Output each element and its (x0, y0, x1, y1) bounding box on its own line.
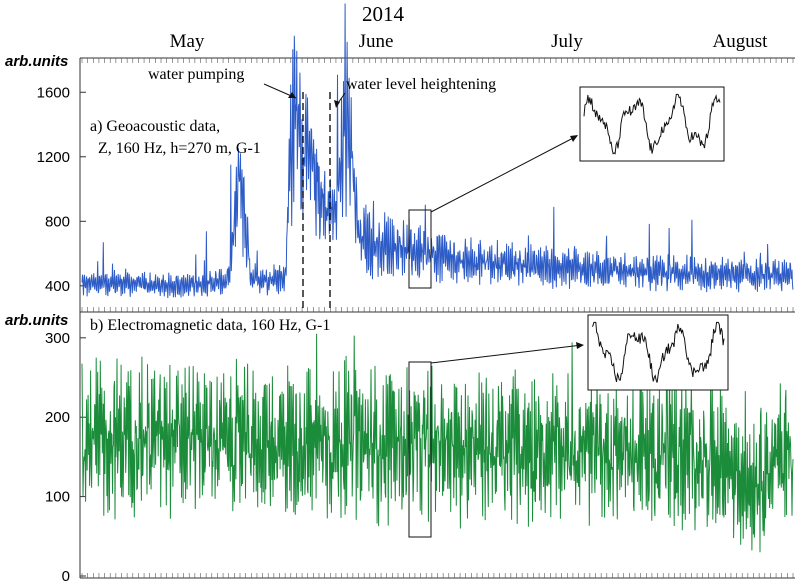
panel-a: arb.units 400 800 1200 1600 water pumping w… (5, 3, 795, 312)
panel-a-y-tick-label: 800 (45, 213, 70, 230)
month-label-may: May (170, 31, 205, 52)
panel-b-ylabel: arb.units (5, 312, 68, 329)
panel-a-label-line1: a) Geoacoustic data, (90, 118, 220, 135)
geoacoustic-series-line (81, 3, 794, 299)
water-pumping-arrowhead (288, 92, 296, 98)
panel-a-zoom-selection (408, 209, 432, 289)
panel-b-inset-waveform (591, 321, 725, 383)
panel-b-label: b) Electromagnetic data, 160 Hz, G-1 (90, 317, 330, 334)
panel-b-zoom-arrow (430, 344, 583, 364)
panel-a-label-line2: Z, 160 Hz, h=270 m, G-1 (98, 140, 261, 157)
panel-a-ylabel: arb.units (5, 53, 68, 70)
panel-a-y-tick-label: 1600 (37, 84, 70, 101)
panel-a-y-tick-label: 400 (45, 278, 70, 295)
month-label-august: August (713, 31, 769, 52)
year-title: 2014 (362, 2, 405, 26)
panel-b-y-tick-label: 200 (45, 409, 70, 426)
panel-a-zoom-arrow (430, 135, 578, 213)
panel-b-zoom-selection (408, 361, 432, 538)
panel-b-y-tick-label: 300 (45, 330, 70, 347)
panel-b: arb.units 0 100 200 300 b) Electromagnetic … (5, 312, 795, 585)
panel-b-y-tick-label: 100 (45, 489, 70, 506)
panel-a-zoom-arrowhead (570, 135, 578, 142)
panel-b-zoom-arrowhead (576, 342, 584, 349)
month-label-july: July (551, 31, 583, 52)
electromagnetic-series-line (81, 333, 794, 553)
panel-b-y-ticks: 0 100 200 300 (45, 330, 86, 585)
panel-a-y-tick-label: 1200 (37, 149, 70, 166)
panel-a-inset-waveform (583, 93, 721, 155)
month-label-june: June (359, 31, 394, 52)
water-pumping-annotation: water pumping (148, 66, 244, 83)
panel-b-y-tick-label: 0 (62, 568, 70, 585)
water-level-arrowhead (334, 100, 340, 108)
water-level-annotation: water level heightening (346, 76, 496, 93)
panel-a-y-ticks: 400 800 1200 1600 (37, 84, 86, 295)
panel-b-x-ticks (81, 573, 794, 578)
